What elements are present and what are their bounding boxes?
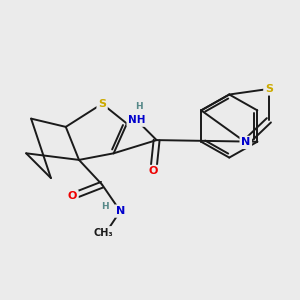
Text: S: S	[98, 99, 106, 109]
Text: CH₃: CH₃	[94, 228, 114, 238]
Text: O: O	[68, 191, 77, 201]
Text: H: H	[102, 202, 109, 211]
Text: O: O	[148, 167, 158, 176]
Text: S: S	[265, 84, 273, 94]
Text: NH: NH	[128, 115, 146, 125]
Text: N: N	[116, 206, 125, 216]
Text: N: N	[241, 137, 250, 147]
Text: H: H	[136, 102, 143, 111]
